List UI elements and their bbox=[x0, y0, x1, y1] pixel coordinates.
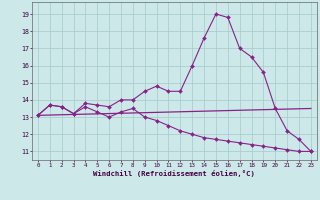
X-axis label: Windchill (Refroidissement éolien,°C): Windchill (Refroidissement éolien,°C) bbox=[93, 170, 255, 177]
